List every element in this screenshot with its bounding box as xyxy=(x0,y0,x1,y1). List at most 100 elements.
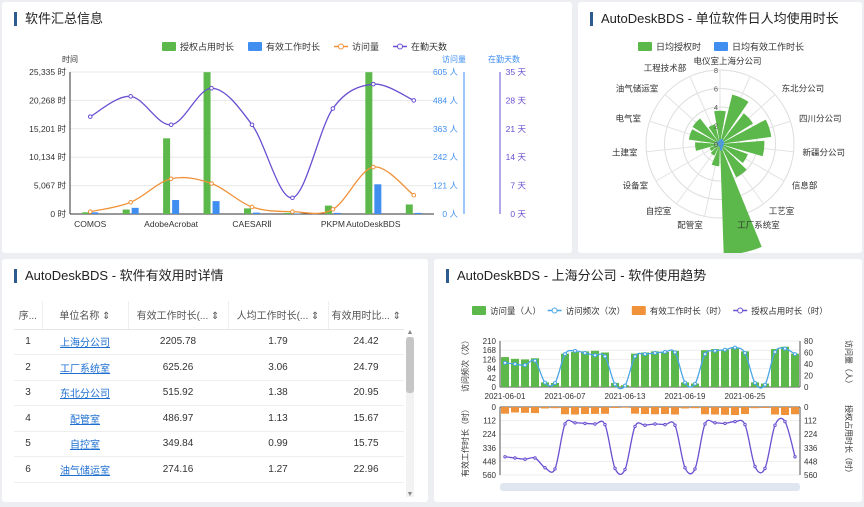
table-row[interactable]: 2 工厂系统室 625.26 3.06 24.79 xyxy=(14,354,404,381)
bar xyxy=(414,212,422,214)
unit-name-link[interactable]: 上海分公司 xyxy=(42,329,128,355)
polar-bar xyxy=(695,142,720,151)
data-point xyxy=(87,209,93,214)
x-tick-label: COMOS xyxy=(74,219,106,229)
column-header[interactable]: 有效用时比... ⇕ xyxy=(328,301,404,330)
bar xyxy=(253,212,260,214)
unit-name-link[interactable]: 自控室 xyxy=(42,431,128,457)
scroll-down-icon[interactable]: ▼ xyxy=(406,491,414,498)
legend-label: 日均有效工作时长 xyxy=(732,41,804,52)
data-point xyxy=(523,457,527,461)
legend-swatch xyxy=(631,306,646,315)
polar-bar xyxy=(714,110,726,144)
column-header[interactable]: 人均工作时长(... ⇕ xyxy=(228,301,329,330)
x-tick-label: 2021-06-01 xyxy=(485,392,526,401)
bar xyxy=(571,407,579,415)
polar-usage-panel: AutoDeskBDS - 单位软件日人均使用时长 日均授权时 日均有效工作时长 0… xyxy=(578,2,862,255)
y-tick-label: 112 xyxy=(483,417,496,426)
y-tick-label: 60 xyxy=(804,349,813,358)
bar xyxy=(551,407,559,409)
table-row[interactable]: 6 油气储运室 274.16 1.27 22.96 xyxy=(14,456,404,483)
column-header[interactable]: 有效工作时长(... ⇕ xyxy=(128,301,229,330)
y-tick-label: 168 xyxy=(483,346,497,355)
polar-bar xyxy=(710,144,720,156)
y-tick-label: 28 天 xyxy=(506,95,527,105)
polar-bar xyxy=(716,141,720,144)
data-point xyxy=(573,421,577,425)
y-tick-label: 224 xyxy=(804,430,818,439)
data-point xyxy=(733,345,737,350)
data-point xyxy=(513,362,517,366)
data-point xyxy=(743,351,747,356)
polar-bar xyxy=(716,142,720,144)
table-scrollbar[interactable] xyxy=(406,337,414,497)
x-tick-label: AdobeAcrobat xyxy=(144,219,199,229)
y-tick-label: 0 xyxy=(492,403,497,412)
table-cell: 3.06 xyxy=(228,354,328,381)
bar xyxy=(581,407,589,415)
bar xyxy=(721,407,729,415)
data-point xyxy=(330,207,336,212)
data-point xyxy=(643,352,647,357)
table-row[interactable]: 5 自控室 349.84 0.99 15.75 xyxy=(14,431,404,457)
table-row[interactable]: 3 东北分公司 515.92 1.38 20.95 xyxy=(14,380,404,406)
table-row[interactable]: 4 配管室 486.97 1.13 15.67 xyxy=(14,405,404,432)
scrollbar-thumb[interactable] xyxy=(406,337,414,393)
y-tick-label: 210 xyxy=(483,337,497,346)
bar xyxy=(501,407,509,414)
x-tick-label: 2021-06-19 xyxy=(665,392,706,401)
legend-swatch xyxy=(551,307,558,314)
y-tick-label: 25,335 时 xyxy=(29,67,66,77)
unit-name-link[interactable]: 配管室 xyxy=(42,405,128,432)
table-cell: 3 xyxy=(14,380,42,406)
category-label: 电气室 xyxy=(616,113,642,123)
y-tick-label: 560 xyxy=(483,471,497,480)
data-point xyxy=(168,176,174,182)
data-point xyxy=(753,464,757,469)
data-point xyxy=(563,422,567,426)
legend-swatch xyxy=(638,42,652,51)
unit-name-link[interactable]: 油气储运室 xyxy=(42,456,128,483)
table-cell: 1.38 xyxy=(228,380,328,406)
y-tick-label: 14 天 xyxy=(506,152,527,162)
y-tick-label: 84 xyxy=(487,365,496,374)
data-point xyxy=(783,346,787,351)
bar xyxy=(561,353,569,387)
effective-time-table-panel: AutoDeskBDS - 软件有效用时详情 序... 单位名称 ⇕ 有效工作时长(… xyxy=(2,259,428,502)
table-cell: 15.75 xyxy=(328,431,404,457)
bar xyxy=(681,407,689,409)
data-point xyxy=(633,424,637,429)
bar xyxy=(681,382,689,387)
bar xyxy=(521,359,529,387)
table-cell: 625.26 xyxy=(128,354,228,381)
legend-swatch xyxy=(472,306,486,315)
bar xyxy=(641,407,649,415)
column-header[interactable]: 序... xyxy=(14,301,43,330)
data-point xyxy=(513,456,517,460)
axis-label: 访问量 xyxy=(442,54,466,64)
bar xyxy=(651,407,659,415)
bar xyxy=(203,72,211,215)
table-cell: 15.67 xyxy=(328,405,404,432)
table-row[interactable]: 1 上海分公司 2205.78 1.79 24.42 xyxy=(14,329,404,355)
polar-bar xyxy=(708,124,720,144)
data-point xyxy=(371,164,376,170)
bar xyxy=(531,407,539,414)
polar-bar xyxy=(718,144,720,146)
bar xyxy=(521,407,529,413)
unit-name-link[interactable]: 东北分公司 xyxy=(42,380,128,406)
data-point xyxy=(533,456,537,460)
y-tick-label: 0 天 xyxy=(510,209,526,219)
polar-bar xyxy=(717,143,720,145)
y-tick-label: 0 人 xyxy=(442,209,458,219)
table-cell: 515.92 xyxy=(128,380,228,406)
data-point xyxy=(249,122,255,128)
zoom-slider[interactable] xyxy=(500,483,800,491)
data-point xyxy=(583,351,587,356)
unit-name-link[interactable]: 工厂系统室 xyxy=(42,354,128,381)
column-header[interactable]: 单位名称 ⇕ xyxy=(42,301,129,330)
scroll-up-icon[interactable]: ▲ xyxy=(406,329,414,336)
radial-tick-label: 2 xyxy=(714,122,718,131)
y-tick-label: 40 xyxy=(804,360,813,369)
